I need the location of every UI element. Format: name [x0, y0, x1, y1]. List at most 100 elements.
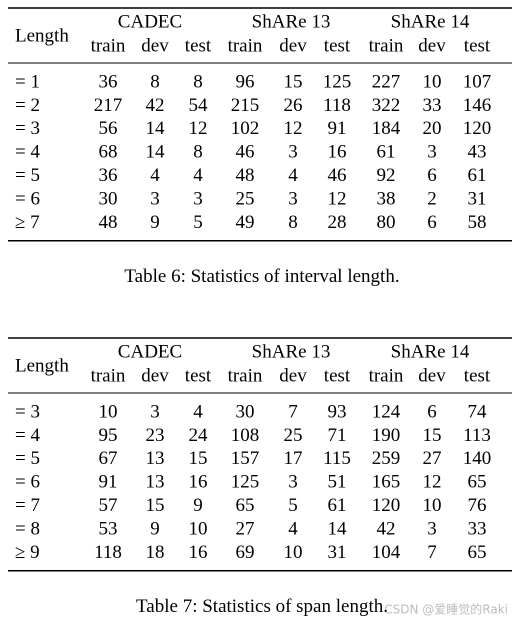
- caption: Table 7: Statistics of span length.: [136, 596, 388, 617]
- cell: 6: [427, 401, 437, 422]
- row-label: = 1: [15, 71, 40, 92]
- cell: 184: [372, 118, 401, 139]
- cell: 38: [377, 188, 396, 209]
- cell: 125: [323, 71, 352, 92]
- cell: 118: [94, 542, 122, 563]
- sub-header: train: [369, 365, 404, 386]
- cell: 12: [189, 118, 208, 139]
- cell: 65: [468, 472, 487, 493]
- watermark: CSDN @爱睡觉的Raki: [384, 602, 508, 617]
- cell: 69: [236, 542, 255, 563]
- row-label: ≥ 9: [15, 542, 40, 563]
- cell: 157: [231, 448, 260, 469]
- group-header: ShARe 13: [252, 341, 331, 362]
- cell: 14: [146, 118, 166, 139]
- cell: 10: [423, 71, 442, 92]
- sub-header: test: [464, 365, 491, 386]
- row-label: = 5: [15, 448, 40, 469]
- cell: 53: [99, 518, 118, 539]
- row-label: = 8: [15, 518, 40, 539]
- cell: 95: [99, 425, 118, 446]
- cell: 24: [189, 425, 209, 446]
- cell: 217: [94, 95, 123, 116]
- cell: 10: [189, 518, 208, 539]
- cell: 20: [423, 118, 442, 139]
- row-label: = 5: [15, 165, 40, 186]
- column-header: Length: [15, 25, 69, 46]
- sub-header: train: [369, 35, 404, 56]
- cell: 7: [288, 401, 298, 422]
- cell: 9: [150, 518, 160, 539]
- cell: 8: [193, 71, 203, 92]
- cell: 322: [372, 95, 401, 116]
- cell: 7: [427, 542, 437, 563]
- sub-header: test: [185, 365, 212, 386]
- cell: 118: [323, 95, 351, 116]
- cell: 8: [150, 71, 160, 92]
- cell: 30: [99, 188, 118, 209]
- cell: 13: [146, 448, 165, 469]
- row-label: = 3: [15, 118, 40, 139]
- sub-header: test: [185, 35, 212, 56]
- cell: 17: [284, 448, 303, 469]
- cell: 54: [189, 95, 209, 116]
- cell: 30: [236, 401, 255, 422]
- cell: 96: [236, 71, 255, 92]
- cell: 36: [99, 165, 118, 186]
- group-header: CADEC: [118, 341, 182, 362]
- row-label: ≥ 7: [15, 212, 40, 233]
- cell: 10: [423, 495, 442, 516]
- cell: 42: [146, 95, 165, 116]
- cell: 15: [189, 448, 208, 469]
- cell: 31: [468, 188, 487, 209]
- cell: 9: [150, 212, 160, 233]
- caption: Table 6: Statistics of interval length.: [124, 266, 399, 287]
- sub-header: train: [228, 365, 263, 386]
- cell: 2: [427, 188, 437, 209]
- sub-header: train: [228, 35, 263, 56]
- cell: 61: [328, 495, 347, 516]
- cell: 48: [236, 165, 255, 186]
- cell: 51: [328, 472, 347, 493]
- cell: 16: [189, 472, 208, 493]
- cell: 31: [328, 542, 347, 563]
- cell: 12: [284, 118, 303, 139]
- cell: 104: [372, 542, 401, 563]
- cell: 33: [423, 95, 442, 116]
- cell: 6: [427, 212, 437, 233]
- row-label: = 3: [15, 401, 40, 422]
- cell: 76: [468, 495, 487, 516]
- cell: 12: [423, 472, 442, 493]
- cell: 13: [146, 472, 165, 493]
- cell: 46: [328, 165, 347, 186]
- cell: 8: [193, 142, 203, 163]
- row-label: = 7: [15, 495, 40, 516]
- cell: 56: [99, 118, 118, 139]
- cell: 43: [468, 142, 487, 163]
- cell: 12: [328, 188, 347, 209]
- cell: 120: [463, 118, 492, 139]
- cell: 107: [463, 71, 492, 92]
- cell: 33: [468, 518, 487, 539]
- cell: 36: [99, 71, 118, 92]
- cell: 28: [328, 212, 347, 233]
- cell: 259: [372, 448, 401, 469]
- cell: 3: [427, 142, 437, 163]
- cell: 23: [146, 425, 165, 446]
- group-header: CADEC: [118, 11, 182, 32]
- cell: 14: [328, 518, 348, 539]
- sub-header: train: [91, 35, 126, 56]
- cell: 15: [423, 425, 442, 446]
- cell: 4: [150, 165, 160, 186]
- group-header: ShARe 13: [252, 11, 331, 32]
- cell: 5: [288, 495, 298, 516]
- cell: 91: [328, 118, 347, 139]
- row-label: = 4: [15, 142, 40, 163]
- cell: 27: [423, 448, 442, 469]
- cell: 215: [231, 95, 260, 116]
- sub-header: train: [91, 365, 126, 386]
- cell: 16: [189, 542, 208, 563]
- cell: 68: [99, 142, 118, 163]
- cell: 61: [377, 142, 396, 163]
- cell: 67: [99, 448, 118, 469]
